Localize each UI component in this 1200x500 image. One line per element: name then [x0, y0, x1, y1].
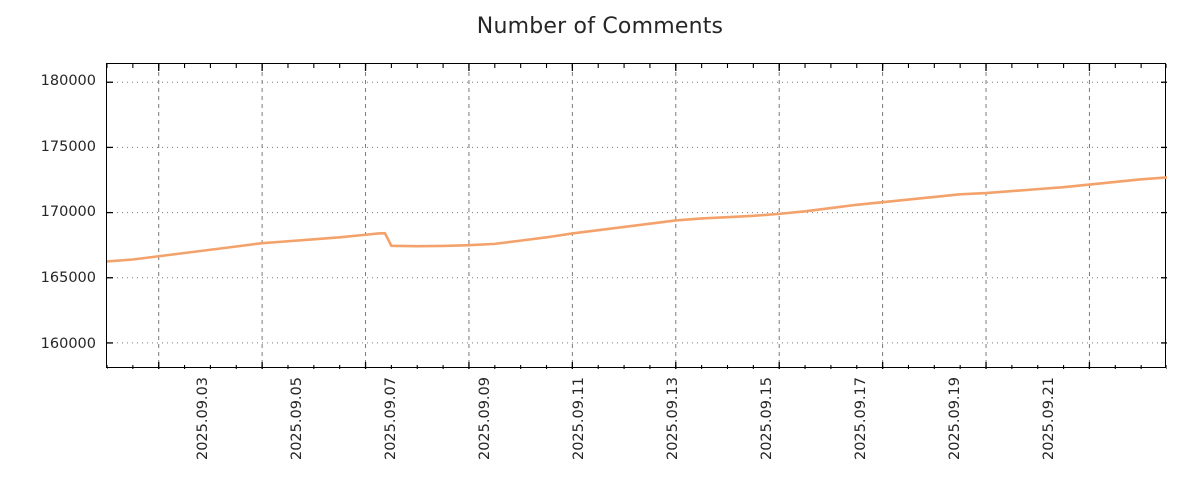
- x-tick-label: 2025.09.11: [571, 377, 587, 461]
- series-line-number-of-comments: [107, 176, 1167, 263]
- chart-title: Number of Comments: [476, 14, 724, 39]
- y-tick-label: 180000: [40, 73, 96, 89]
- x-tick-label: 2025.09.05: [289, 377, 305, 461]
- x-tick-label: 2025.09.03: [195, 377, 211, 461]
- y-tick-label: 160000: [40, 335, 96, 352]
- y-tick-label: 170000: [40, 204, 96, 220]
- plot-canvas: [107, 64, 1167, 369]
- x-tick-label: 2025.09.21: [1041, 377, 1057, 461]
- x-tick-label: 2025.09.15: [759, 377, 775, 461]
- plot-area: [106, 63, 1167, 369]
- x-ticks: [107, 64, 1167, 369]
- x-tick-label: 2025.09.19: [947, 377, 963, 461]
- x-tick-label: 2025.09.13: [665, 377, 681, 461]
- y-tick-label: 165000: [40, 270, 96, 286]
- x-gridlines: [158, 64, 1090, 369]
- x-tick-label: 2025.09.07: [383, 377, 399, 461]
- x-tick-label: 2025.09.09: [477, 377, 493, 461]
- y-ticks: [107, 81, 1167, 344]
- y-gridlines: [107, 81, 1167, 344]
- x-tick-label: 2025.09.17: [853, 377, 869, 461]
- y-tick-label: 175000: [40, 138, 96, 155]
